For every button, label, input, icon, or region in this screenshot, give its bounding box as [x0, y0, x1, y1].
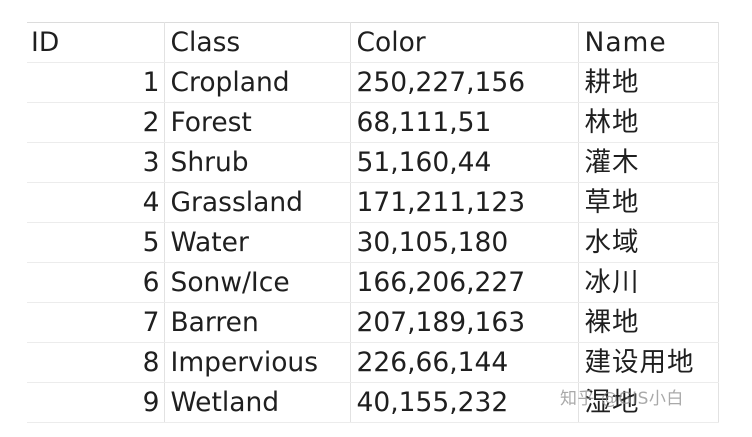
id-cell[interactable]: 5 — [27, 222, 165, 263]
name-cell[interactable]: 裸地 — [578, 302, 719, 343]
table-row: 2 Forest 68,111,51 林地 — [27, 102, 719, 143]
color-cell[interactable]: 68,111,51 — [350, 102, 579, 143]
class-cell[interactable]: Water — [164, 222, 351, 263]
class-cell[interactable]: Cropland — [164, 62, 351, 103]
id-cell[interactable]: 9 — [27, 382, 165, 423]
id-cell[interactable]: 6 — [27, 262, 165, 303]
name-cell[interactable]: 水域 — [578, 222, 719, 263]
id-cell[interactable]: 2 — [27, 102, 165, 143]
class-cell[interactable]: Barren — [164, 302, 351, 343]
header-row: ID Class Color Name — [27, 22, 719, 63]
id-cell[interactable]: 1 — [27, 62, 165, 103]
watermark-text: 知乎 @GIS小白 — [560, 389, 684, 409]
table-row: 3 Shrub 51,160,44 灌木 — [27, 142, 719, 183]
land-cover-class-table: ID Class Color Name 1 Cropland 250,227,1… — [27, 22, 719, 423]
id-cell[interactable]: 3 — [27, 142, 165, 183]
table-row: 5 Water 30,105,180 水域 — [27, 222, 719, 263]
table-row: 8 Impervious 226,66,144 建设用地 — [27, 342, 719, 383]
name-cell[interactable]: 建设用地 — [578, 342, 719, 383]
table-row: 7 Barren 207,189,163 裸地 — [27, 302, 719, 343]
header-class-cell[interactable]: Class — [164, 22, 351, 63]
class-cell[interactable]: Shrub — [164, 142, 351, 183]
color-cell[interactable]: 40,155,232 — [350, 382, 579, 423]
color-cell[interactable]: 226,66,144 — [350, 342, 579, 383]
table-row: 6 Sonw/Ice 166,206,227 冰川 — [27, 262, 719, 303]
id-cell[interactable]: 7 — [27, 302, 165, 343]
color-cell[interactable]: 166,206,227 — [350, 262, 579, 303]
color-cell[interactable]: 30,105,180 — [350, 222, 579, 263]
class-cell[interactable]: Grassland — [164, 182, 351, 223]
name-cell[interactable]: 耕地 — [578, 62, 719, 103]
color-cell[interactable]: 171,211,123 — [350, 182, 579, 223]
color-cell[interactable]: 250,227,156 — [350, 62, 579, 103]
color-cell[interactable]: 51,160,44 — [350, 142, 579, 183]
class-cell[interactable]: Wetland — [164, 382, 351, 423]
name-cell[interactable]: 冰川 — [578, 262, 719, 303]
color-cell[interactable]: 207,189,163 — [350, 302, 579, 343]
class-cell[interactable]: Impervious — [164, 342, 351, 383]
name-cell[interactable]: 灌木 — [578, 142, 719, 183]
header-id-cell[interactable]: ID — [27, 22, 165, 63]
class-cell[interactable]: Forest — [164, 102, 351, 143]
table-row: 1 Cropland 250,227,156 耕地 — [27, 62, 719, 103]
table-row: 9 Wetland 40,155,232 湿地 — [27, 382, 719, 423]
class-cell[interactable]: Sonw/Ice — [164, 262, 351, 303]
name-cell[interactable]: 湿地 — [578, 382, 719, 423]
id-cell[interactable]: 8 — [27, 342, 165, 383]
table-row: 4 Grassland 171,211,123 草地 — [27, 182, 719, 223]
name-cell[interactable]: 林地 — [578, 102, 719, 143]
header-name-cell[interactable]: Name — [578, 22, 719, 63]
id-cell[interactable]: 4 — [27, 182, 165, 223]
header-color-cell[interactable]: Color — [350, 22, 579, 63]
name-cell[interactable]: 草地 — [578, 182, 719, 223]
